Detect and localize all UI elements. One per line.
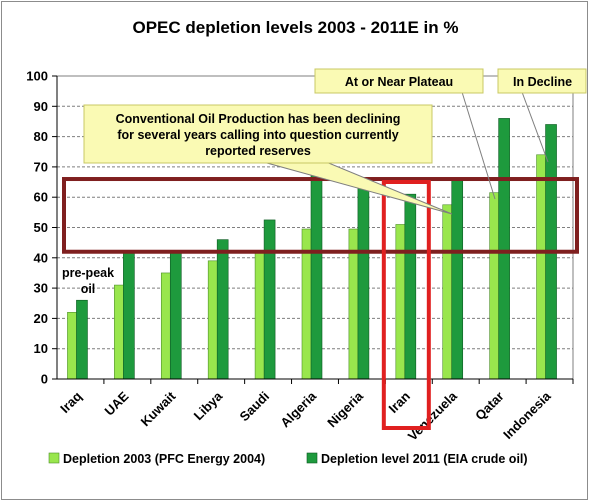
- bar-depletion-2011: [451, 180, 464, 380]
- bar-depletion-2011: [310, 171, 323, 380]
- bar-depletion-2011: [263, 219, 276, 380]
- callout-conventional-text: Conventional Oil Production has been dec…: [116, 112, 401, 126]
- y-tick-label: 70: [34, 159, 48, 174]
- y-tick-label: 30: [34, 281, 48, 296]
- y-tick-label: 100: [26, 69, 48, 84]
- x-category-label: Saudi: [237, 389, 273, 425]
- y-tick-label: 50: [34, 220, 48, 235]
- x-category-label: Iraq: [57, 388, 85, 416]
- x-category-label: UAE: [101, 388, 131, 418]
- bar-depletion-2011: [169, 251, 182, 380]
- legend-label: Depletion 2003 (PFC Energy 2004): [63, 452, 265, 466]
- callout-decline-text: In Decline: [513, 75, 572, 89]
- bar-depletion-2011: [498, 118, 510, 380]
- callout-conventional-text: reported reserves: [205, 144, 311, 158]
- overlays: [62, 177, 579, 430]
- legend: Depletion 2003 (PFC Energy 2004) Depletio…: [48, 452, 528, 466]
- callout-conventional-text: for several years calling into question …: [117, 128, 398, 142]
- x-category-label: Venezuela: [405, 388, 461, 444]
- x-category-label: Qatar: [472, 389, 507, 424]
- decline-pointer: [521, 91, 549, 163]
- bar-depletion-2011: [216, 239, 229, 380]
- callouts: Conventional Oil Production has been dec…: [62, 68, 587, 296]
- bar-depletion-2011: [357, 184, 370, 380]
- x-category-label: Algeria: [277, 388, 319, 430]
- x-category-label: Indonesia: [500, 388, 554, 442]
- y-axis: 0 10 20 30 40 50 60 70 80 90 100: [26, 69, 58, 387]
- legend-label: Depletion level 2011 (EIA crude oil): [321, 452, 528, 466]
- callout-decline-box: [497, 68, 587, 94]
- bars: [67, 118, 557, 380]
- bar-depletion-2011: [404, 193, 417, 380]
- x-category-label: Libya: [191, 388, 226, 423]
- legend-swatch: [306, 452, 318, 464]
- y-tick-label: 10: [34, 341, 48, 356]
- callout-plateau-box: [314, 68, 484, 94]
- legend-swatch: [48, 452, 60, 464]
- prepeak-label: oil: [81, 282, 96, 296]
- depletion-band-box: [62, 177, 579, 254]
- callout-plateau-text: At or Near Plateau: [345, 75, 453, 89]
- y-tick-label: 90: [34, 99, 48, 114]
- y-tick-label: 20: [34, 311, 48, 326]
- y-tick-label: 60: [34, 190, 48, 205]
- plateau-pointer: [461, 91, 496, 200]
- x-category-label: Kuwait: [138, 388, 179, 429]
- x-category-label: Iran: [385, 388, 413, 416]
- y-tick-label: 40: [34, 250, 48, 265]
- y-tick-label: 0: [41, 372, 48, 387]
- x-axis: Iraq UAE Kuwait Libya Saudi Algeria Nigeria Ira…: [57, 378, 574, 444]
- prepeak-label: pre-peak: [62, 266, 114, 280]
- iran-highlight-box: [381, 180, 431, 430]
- callout-conventional-box: [83, 104, 433, 164]
- chart-title: OPEC depletion levels 2003 - 2011E in %: [132, 18, 459, 37]
- y-tick-label: 80: [34, 129, 48, 144]
- x-category-label: Nigeria: [324, 388, 366, 430]
- bar-depletion-2011: [76, 299, 88, 380]
- bar-depletion-2011: [123, 251, 135, 380]
